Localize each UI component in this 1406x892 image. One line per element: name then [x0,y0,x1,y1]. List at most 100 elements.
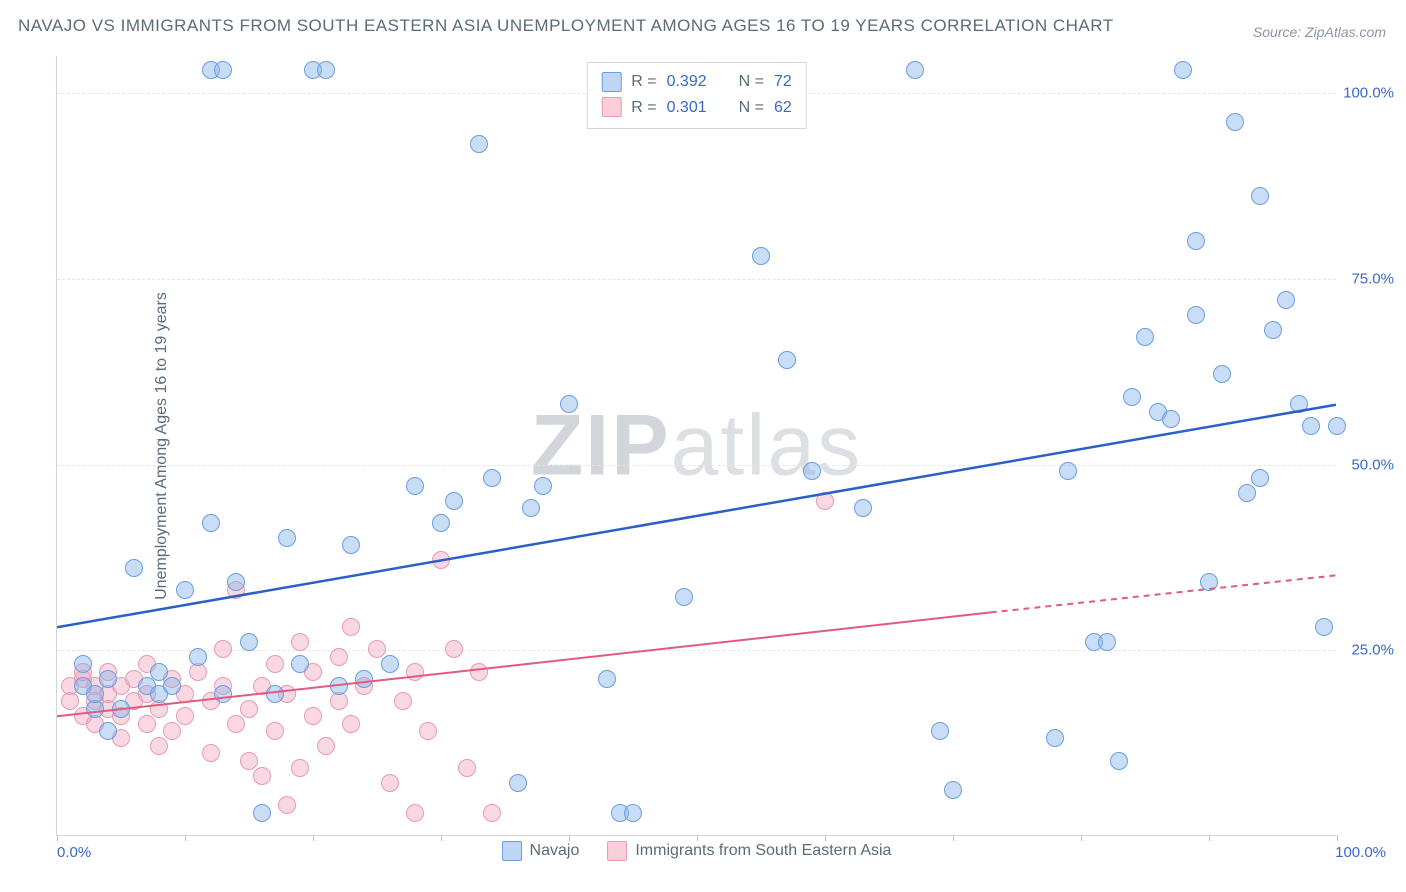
scatter-point-immigrants [266,722,284,740]
scatter-point-navajo [317,61,335,79]
scatter-point-immigrants [342,618,360,636]
x-tick [441,835,442,841]
swatch-immigrants [601,97,621,117]
scatter-point-navajo [406,477,424,495]
scatter-point-navajo [355,670,373,688]
scatter-point-immigrants [266,655,284,673]
scatter-point-navajo [1110,752,1128,770]
scatter-point-navajo [1251,469,1269,487]
x-tick [1081,835,1082,841]
scatter-point-navajo [266,685,284,703]
scatter-point-immigrants [227,715,245,733]
gridline [57,465,1336,466]
scatter-point-navajo [906,61,924,79]
gridline [57,279,1336,280]
scatter-point-navajo [253,804,271,822]
scatter-point-navajo [330,677,348,695]
scatter-point-immigrants [291,633,309,651]
scatter-point-navajo [1290,395,1308,413]
scatter-point-navajo [112,700,130,718]
scatter-plot: ZIPatlas 25.0%50.0%75.0%100.0% 0.0% 100.… [56,56,1336,836]
scatter-point-navajo [445,492,463,510]
scatter-point-navajo [214,685,232,703]
scatter-point-navajo [470,135,488,153]
scatter-point-navajo [931,722,949,740]
scatter-point-navajo [624,804,642,822]
scatter-point-immigrants [368,640,386,658]
y-tick-label: 25.0% [1351,642,1394,659]
swatch-navajo [601,72,621,92]
scatter-point-navajo [1046,729,1064,747]
bottom-legend: Navajo Immigrants from South Eastern Asi… [502,841,892,861]
scatter-point-immigrants [291,759,309,777]
scatter-point-immigrants [202,744,220,762]
n-label: N = [739,95,764,121]
x-tick [953,835,954,841]
r-value-navajo: 0.392 [667,69,707,95]
scatter-point-navajo [189,648,207,666]
scatter-point-navajo [291,655,309,673]
stats-row-navajo: R = 0.392 N = 72 [601,69,792,95]
scatter-point-navajo [1187,232,1205,250]
scatter-point-navajo [1226,113,1244,131]
x-axis-min-label: 0.0% [57,844,91,861]
scatter-point-navajo [214,61,232,79]
scatter-point-navajo [240,633,258,651]
scatter-point-immigrants [253,767,271,785]
scatter-point-navajo [1315,618,1333,636]
scatter-point-immigrants [240,700,258,718]
scatter-point-navajo [86,685,104,703]
scatter-point-navajo [202,514,220,532]
scatter-point-navajo [1200,573,1218,591]
scatter-point-immigrants [317,737,335,755]
correlation-stats-box: R = 0.392 N = 72 R = 0.301 N = 62 [586,62,807,129]
trend-line-navajo [57,405,1336,628]
r-value-immigrants: 0.301 [667,95,707,121]
scatter-point-navajo [74,655,92,673]
scatter-point-navajo [483,469,501,487]
scatter-point-navajo [1059,462,1077,480]
scatter-point-immigrants [304,707,322,725]
x-tick [1337,835,1338,841]
x-tick [57,835,58,841]
scatter-point-navajo [534,477,552,495]
scatter-point-navajo [803,462,821,480]
legend-item-immigrants: Immigrants from South Eastern Asia [607,841,891,861]
scatter-point-immigrants [342,715,360,733]
scatter-point-navajo [1136,328,1154,346]
scatter-point-navajo [227,573,245,591]
y-tick-label: 75.0% [1351,270,1394,287]
legend-label-immigrants: Immigrants from South Eastern Asia [635,842,891,860]
x-tick [313,835,314,841]
scatter-point-immigrants [483,804,501,822]
scatter-point-navajo [1251,187,1269,205]
scatter-point-immigrants [816,492,834,510]
scatter-point-navajo [163,677,181,695]
scatter-point-navajo [1187,306,1205,324]
swatch-navajo [502,841,522,861]
scatter-point-navajo [278,529,296,547]
scatter-point-navajo [1302,417,1320,435]
scatter-point-immigrants [406,804,424,822]
source-attribution: Source: ZipAtlas.com [1253,24,1386,40]
scatter-point-navajo [598,670,616,688]
scatter-point-navajo [1213,365,1231,383]
scatter-point-navajo [432,514,450,532]
watermark-bold: ZIP [531,397,671,493]
scatter-point-navajo [1328,417,1346,435]
scatter-point-navajo [1277,291,1295,309]
scatter-point-navajo [944,781,962,799]
scatter-point-navajo [150,663,168,681]
scatter-point-immigrants [458,759,476,777]
scatter-point-immigrants [470,663,488,681]
r-label: R = [631,69,656,95]
scatter-point-immigrants [381,774,399,792]
n-value-navajo: 72 [774,69,792,95]
scatter-point-navajo [381,655,399,673]
scatter-point-navajo [1123,388,1141,406]
scatter-point-navajo [176,581,194,599]
swatch-immigrants [607,841,627,861]
scatter-point-navajo [1162,410,1180,428]
scatter-point-immigrants [330,648,348,666]
scatter-point-navajo [125,559,143,577]
